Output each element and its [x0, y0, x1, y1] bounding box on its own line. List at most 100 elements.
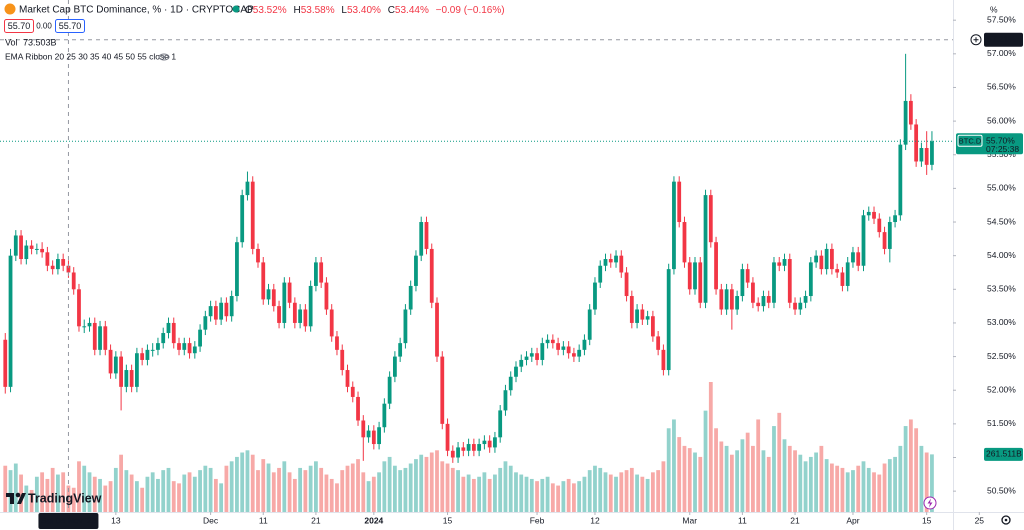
candle-body [508, 376, 513, 391]
volume-bar [845, 472, 850, 512]
candle-body [777, 262, 782, 266]
y-tick-label: 50.50% [987, 485, 1016, 495]
volume-bar [914, 428, 919, 512]
indicator-legend[interactable]: EMA Ribbon 20 25 30 35 40 45 50 55 close… [5, 51, 176, 61]
volume-bar [687, 448, 692, 512]
plot-area [0, 0, 953, 512]
candle-body [456, 447, 460, 458]
volume-bar [724, 445, 729, 512]
volume-bar [192, 476, 197, 512]
volume-bar [751, 445, 755, 512]
settings-icon[interactable] [1001, 515, 1011, 525]
volume-bar [108, 481, 113, 512]
candle-body [808, 262, 813, 297]
candle-body [724, 289, 729, 310]
y-tick-label: 52.50% [987, 351, 1016, 361]
candle-body [282, 282, 287, 323]
volume-bar [798, 454, 803, 512]
sell-price: 55.70 [8, 21, 31, 31]
symbol-title[interactable]: Market Cap BTC Dominance, % · 1D · CRYPT… [19, 5, 254, 16]
candle-body [861, 215, 866, 266]
volume-bar [735, 450, 740, 512]
candle-body [208, 306, 213, 317]
eye-icon[interactable] [158, 53, 170, 61]
volume-bar [408, 463, 413, 512]
candle-body [261, 262, 266, 300]
candle-body [71, 272, 76, 290]
candle-body [666, 269, 671, 371]
volume-bar [45, 478, 50, 512]
countdown: 07:25:38 [986, 144, 1019, 154]
add-alert-button[interactable] [970, 34, 982, 46]
candle-body [540, 343, 545, 360]
ohlc-key: O [245, 5, 253, 16]
x-tick-label: Apr [846, 515, 859, 525]
buy-box[interactable] [55, 19, 85, 33]
volume-bar [856, 465, 861, 512]
volume-bar [361, 472, 366, 512]
candle-body [482, 440, 487, 445]
buy-price: 55.70 [59, 21, 82, 31]
volume-bar [161, 470, 166, 512]
candle-body [340, 349, 345, 371]
volume-bar [787, 445, 792, 512]
candle-body [677, 181, 682, 223]
candle-body [256, 248, 260, 263]
candle-body [698, 262, 703, 303]
candle-body [735, 296, 740, 310]
candle-body [171, 322, 176, 344]
volume-bar [19, 474, 23, 512]
candle-body [908, 100, 913, 125]
volume-bar [908, 419, 913, 512]
candle-body [719, 289, 724, 310]
volume-bar [619, 472, 624, 512]
volume-bar [545, 476, 550, 512]
candle-body [466, 444, 471, 451]
volume-bar [429, 452, 434, 512]
volume-bar [793, 450, 797, 512]
volume-bar [466, 474, 471, 512]
candle-body [335, 336, 339, 350]
volume-bar [840, 467, 845, 512]
volume-bar [650, 472, 655, 512]
volume-bar [672, 419, 676, 512]
candle-body [793, 302, 797, 310]
volume-bar [766, 456, 771, 512]
volume-bar [461, 476, 466, 512]
x-tick-label: 2024 [364, 515, 383, 525]
x-tick-label: Dec [203, 515, 219, 525]
candle-body [92, 322, 97, 350]
x-tick-label: Feb [530, 515, 545, 525]
candle-body [877, 218, 882, 233]
add-alert-plus [973, 37, 979, 43]
x-tick-label: 13 [111, 515, 121, 525]
candle-body [872, 211, 876, 219]
candle-body [587, 309, 592, 340]
symbol-label: BTC.D [959, 136, 982, 145]
volume-bar [229, 461, 234, 512]
volume-bar [729, 454, 734, 512]
volume-bar [103, 485, 108, 512]
volume-bar [203, 465, 208, 512]
market-status[interactable] [232, 5, 240, 13]
candle-body [124, 370, 129, 387]
candle-body [29, 245, 34, 249]
candle-body [156, 343, 160, 350]
candle-body [371, 430, 376, 445]
candle-body [577, 349, 582, 357]
volume-bar [219, 483, 224, 512]
volume-bar [187, 472, 192, 512]
ohlc-key: C [388, 5, 395, 16]
sell-box[interactable] [4, 19, 34, 33]
candle-body [582, 339, 587, 350]
y-tick-label: 51.50% [987, 418, 1016, 428]
volume-bar [456, 470, 460, 512]
candle-body [766, 296, 771, 303]
candle-body [387, 376, 392, 404]
candle-body [893, 215, 897, 223]
candle-body [429, 248, 434, 303]
replay-icon[interactable] [923, 496, 937, 510]
volume-bar [477, 476, 482, 512]
candle-body [366, 430, 371, 438]
